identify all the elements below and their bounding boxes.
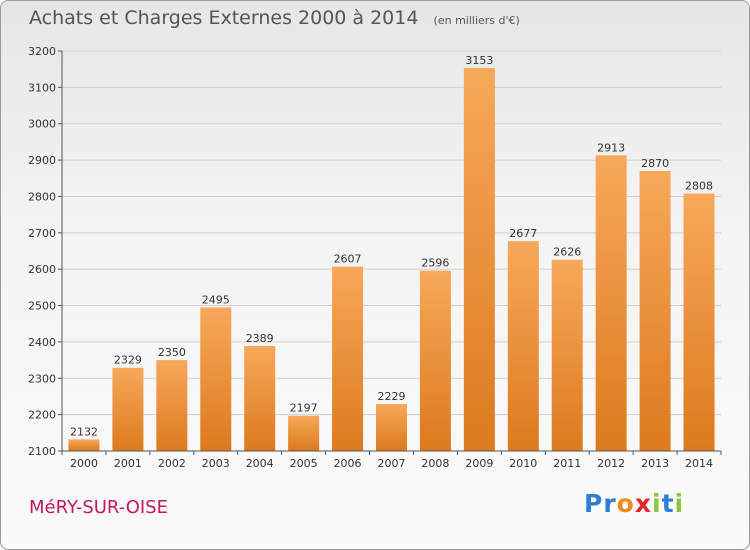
data-label: 2870 <box>641 157 669 170</box>
bar <box>595 155 627 451</box>
x-tick-label: 2008 <box>421 457 449 470</box>
y-tick-label: 2300 <box>28 372 56 385</box>
title-row: Achats et Charges Externes 2000 à 2014 (… <box>29 7 520 29</box>
data-label: 2677 <box>509 227 537 240</box>
data-label: 2596 <box>421 257 449 270</box>
data-label: 2229 <box>378 390 406 403</box>
data-label: 2350 <box>158 346 186 359</box>
x-tick-label: 2004 <box>246 457 274 470</box>
x-tick-label: 2002 <box>158 457 186 470</box>
y-tick-label: 2900 <box>28 154 56 167</box>
bar <box>376 404 407 451</box>
labels: 2100 2200 2300 2400 2500 2600 2700 2800 2900 3000… <box>28 45 713 470</box>
bars <box>68 68 715 451</box>
brand-letter: P <box>584 489 604 518</box>
bar <box>332 266 364 451</box>
x-tick-label: 2011 <box>553 457 581 470</box>
data-label: 2607 <box>334 253 362 266</box>
bar <box>419 270 451 451</box>
x-tick-label: 2000 <box>70 457 98 470</box>
x-tick-label: 2014 <box>685 457 713 470</box>
axes <box>58 50 722 455</box>
bar <box>463 68 495 451</box>
city-label: MéRY-SUR-OISE <box>29 497 168 518</box>
brand-letter: o <box>616 489 635 518</box>
x-tick-label: 2013 <box>641 457 669 470</box>
data-label: 2808 <box>685 180 713 193</box>
brand-letter: i <box>674 489 685 518</box>
bar <box>68 439 100 451</box>
x-tick-label: 2007 <box>378 457 406 470</box>
bar <box>156 360 188 451</box>
y-tick-label: 2700 <box>28 227 56 240</box>
y-tick-label: 3000 <box>28 118 56 131</box>
x-tick-label: 2006 <box>334 457 362 470</box>
bar <box>507 241 539 451</box>
bar <box>200 307 232 451</box>
brand-letter: x <box>634 489 652 518</box>
chart-subtitle: (en milliers d'€) <box>433 14 520 27</box>
y-tick-label: 2400 <box>28 336 56 349</box>
bar <box>683 193 715 451</box>
data-label: 2132 <box>70 425 98 438</box>
data-label: 2329 <box>114 354 142 367</box>
x-tick-label: 2010 <box>509 457 537 470</box>
bar <box>244 345 276 451</box>
y-tick-label: 3200 <box>28 45 56 58</box>
x-tick-label: 2012 <box>597 457 625 470</box>
x-tick-label: 2003 <box>202 457 230 470</box>
y-tick-label: 2500 <box>28 300 56 313</box>
x-tick-label: 2009 <box>465 457 493 470</box>
y-tick-label: 2800 <box>28 190 56 203</box>
brand-letter: i <box>652 489 662 518</box>
data-label: 2389 <box>246 332 274 345</box>
brand-logo: Proxiti <box>584 489 684 518</box>
y-tick-label: 3100 <box>28 81 56 94</box>
bar <box>639 171 671 451</box>
y-tick-label: 2100 <box>28 445 56 458</box>
data-label: 2626 <box>553 246 581 259</box>
brand-letter: r <box>603 489 617 518</box>
x-tick-label: 2005 <box>290 457 318 470</box>
data-label: 2913 <box>597 141 625 154</box>
bar <box>112 367 144 451</box>
data-label: 2495 <box>202 293 230 306</box>
x-tick-label: 2001 <box>114 457 142 470</box>
chart-title: Achats et Charges Externes 2000 à 2014 <box>29 7 419 29</box>
data-label: 2197 <box>290 402 318 415</box>
brand-letter: t <box>661 489 675 518</box>
data-label: 3153 <box>465 54 493 67</box>
bar <box>551 259 583 451</box>
y-tick-label: 2200 <box>28 409 56 422</box>
bar <box>288 415 320 451</box>
y-tick-label: 2600 <box>28 263 56 276</box>
